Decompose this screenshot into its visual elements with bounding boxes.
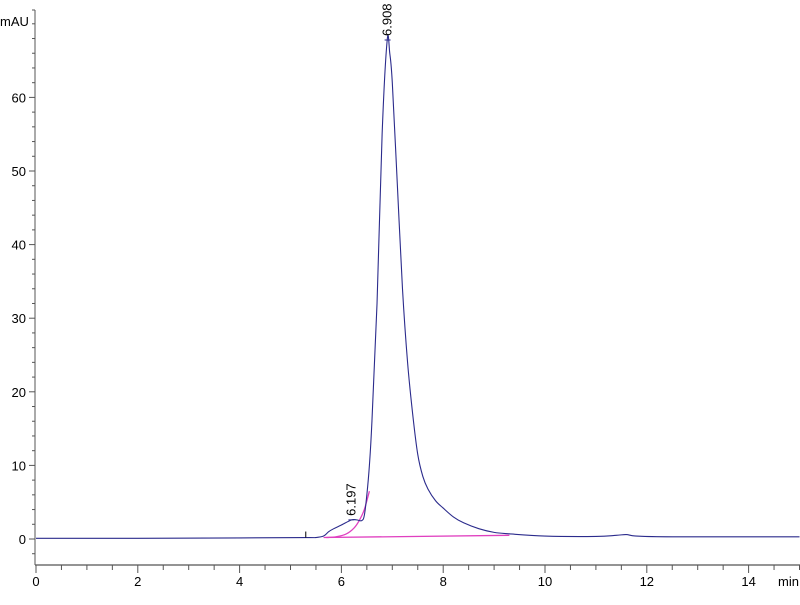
x-tick-label: 2 <box>134 574 141 589</box>
x-tick-label: 0 <box>32 574 39 589</box>
y-tick-label: 40 <box>12 238 26 253</box>
baseline-line <box>323 534 510 539</box>
x-tick-label: 10 <box>538 574 552 589</box>
y-tick-label: 60 <box>12 90 26 105</box>
fit-line <box>326 490 371 539</box>
x-tick-label: 12 <box>640 574 654 589</box>
x-axis-unit: min <box>778 574 799 589</box>
x-tick-label: 4 <box>236 574 243 589</box>
signal-line <box>35 34 800 539</box>
peak-label: 6.197 <box>343 483 358 516</box>
x-tick-label: 8 <box>440 574 447 589</box>
y-tick-label: 20 <box>12 385 26 400</box>
y-tick-label: 10 <box>12 458 26 473</box>
y-tick-label: 30 <box>12 311 26 326</box>
y-tick-label: 50 <box>12 164 26 179</box>
peak-label: 6.908 <box>380 3 395 36</box>
x-tick-label: 14 <box>741 574 755 589</box>
y-tick-label: 0 <box>19 532 26 547</box>
y-axis-unit: mAU <box>0 14 29 29</box>
x-tick-label: 6 <box>338 574 345 589</box>
